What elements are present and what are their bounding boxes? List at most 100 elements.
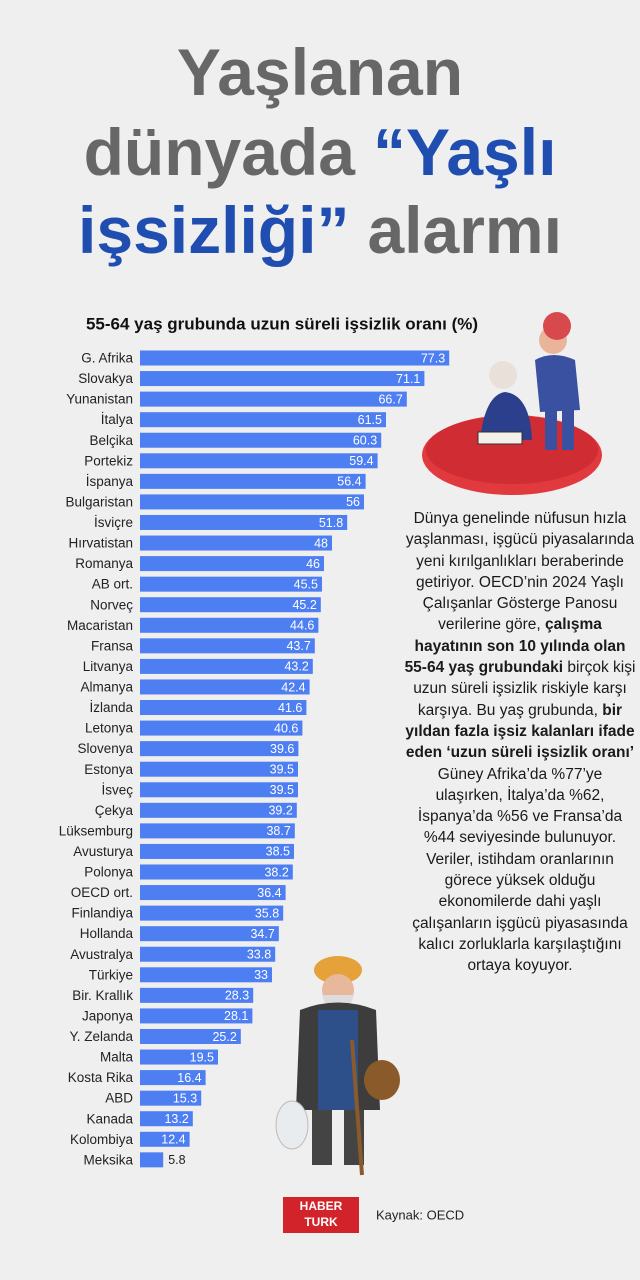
bar: [140, 823, 295, 839]
bar: [140, 432, 382, 448]
bar: [140, 802, 297, 818]
value-label: 39.2: [268, 804, 292, 818]
bar: [140, 350, 450, 366]
category-label: Kanada: [86, 1111, 133, 1126]
value-label: 71.1: [396, 372, 420, 386]
bar: [140, 658, 313, 674]
category-label: Finlandiya: [71, 906, 133, 921]
category-label: Kolombiya: [70, 1132, 134, 1147]
bar: [140, 905, 284, 921]
illustration-top: [422, 312, 602, 495]
category-label: Bir. Krallık: [72, 988, 133, 1003]
title-part: işsizliği”: [78, 193, 349, 267]
title-part: Yaşlanan: [177, 35, 463, 109]
value-label: 16.4: [177, 1071, 201, 1085]
category-label: İspanya: [86, 474, 134, 489]
bar: [140, 987, 254, 1003]
category-label: İsviçre: [94, 515, 133, 530]
value-label: 41.6: [278, 701, 302, 715]
category-label: Letonya: [85, 721, 134, 736]
source: Kaynak: OECD: [376, 1207, 464, 1222]
paragraph-text: Dünya genelinde nüfusun hızla yaşlanması…: [405, 510, 635, 634]
title-part: “Yaşlı: [373, 115, 556, 189]
value-label: 13.2: [164, 1112, 188, 1126]
category-label: Portekiz: [84, 453, 133, 468]
category-label: Hırvatistan: [68, 536, 133, 551]
value-label: 48: [314, 536, 328, 550]
logo-text: TURK: [304, 1215, 338, 1229]
category-label: Malta: [100, 1050, 134, 1065]
category-label: AB ort.: [92, 577, 133, 592]
bar: [140, 597, 321, 613]
paragraph: Dünya genelinde nüfusun hızla yaşlanması…: [402, 508, 638, 977]
value-label: 12.4: [161, 1133, 185, 1147]
bar: [140, 946, 276, 962]
bar: [140, 453, 378, 469]
value-label: 25.2: [212, 1030, 236, 1044]
category-label: İsveç: [101, 782, 133, 797]
value-label: 28.3: [225, 989, 249, 1003]
value-label: 56.4: [337, 475, 361, 489]
category-label: Estonya: [84, 762, 133, 777]
bar: [140, 720, 303, 736]
bar: [140, 700, 307, 716]
value-label: 5.8: [168, 1153, 185, 1167]
category-label: Avusturya: [73, 844, 133, 859]
title-part: alarmı: [367, 193, 561, 267]
category-label: Romanya: [75, 556, 133, 571]
bar: [140, 679, 310, 695]
paragraph-bold: bir yıldan fazla işsiz kalanları ifade e…: [405, 701, 635, 762]
bar: [140, 576, 322, 592]
illustration-bottom: [275, 956, 400, 1176]
title-part: dünyada: [84, 115, 357, 189]
category-label: Belçika: [89, 433, 133, 448]
logo-box: [283, 1197, 359, 1233]
category-label: Japonya: [82, 1008, 134, 1023]
category-label: Kosta Rika: [68, 1070, 134, 1085]
title-line: dünyada “Yaşlı: [84, 115, 557, 189]
value-label: 35.8: [255, 906, 279, 920]
bar: [140, 371, 425, 387]
value-label: 38.7: [266, 824, 290, 838]
value-label: 61.5: [358, 413, 382, 427]
bar: [140, 412, 386, 428]
value-label: 46: [306, 557, 320, 571]
category-label: ABD: [105, 1091, 133, 1106]
category-label: Meksika: [83, 1152, 133, 1167]
category-label: Türkiye: [89, 967, 133, 982]
category-label: Yunanistan: [66, 392, 133, 407]
value-label: 15.3: [173, 1091, 197, 1105]
bar: [140, 843, 294, 859]
value-label: 39.5: [270, 783, 294, 797]
category-label: Avustralya: [70, 947, 133, 962]
bar: [140, 761, 298, 777]
bar: [140, 514, 348, 530]
bar: [140, 1111, 193, 1127]
bar: [140, 494, 364, 510]
bar: [140, 864, 293, 880]
logo-text: HABER: [300, 1199, 343, 1213]
category-label: G. Afrika: [81, 351, 133, 366]
category-label: Y. Zelanda: [69, 1029, 133, 1044]
bar: [140, 1090, 202, 1106]
bar: [140, 638, 315, 654]
bar: [140, 967, 272, 983]
title-line: Yaşlanan: [177, 35, 463, 109]
paragraph-text: birçok kişi uzun süreli işsizlik riskiyl…: [413, 659, 636, 719]
category-label: Almanya: [80, 680, 133, 695]
category-label: Hollanda: [80, 926, 134, 941]
category-label: Polonya: [84, 865, 133, 880]
value-label: 66.7: [378, 392, 402, 406]
bar: [140, 1070, 206, 1086]
value-label: 44.6: [290, 619, 314, 633]
category-label: Bulgaristan: [65, 494, 133, 509]
bar: [140, 926, 279, 942]
category-label: Çekya: [95, 803, 134, 818]
value-label: 36.4: [257, 886, 281, 900]
value-label: 39.6: [270, 742, 294, 756]
value-label: 38.5: [266, 845, 290, 859]
category-label: Lüksemburg: [59, 823, 133, 838]
value-label: 60.3: [353, 434, 377, 448]
value-label: 77.3: [421, 351, 445, 365]
